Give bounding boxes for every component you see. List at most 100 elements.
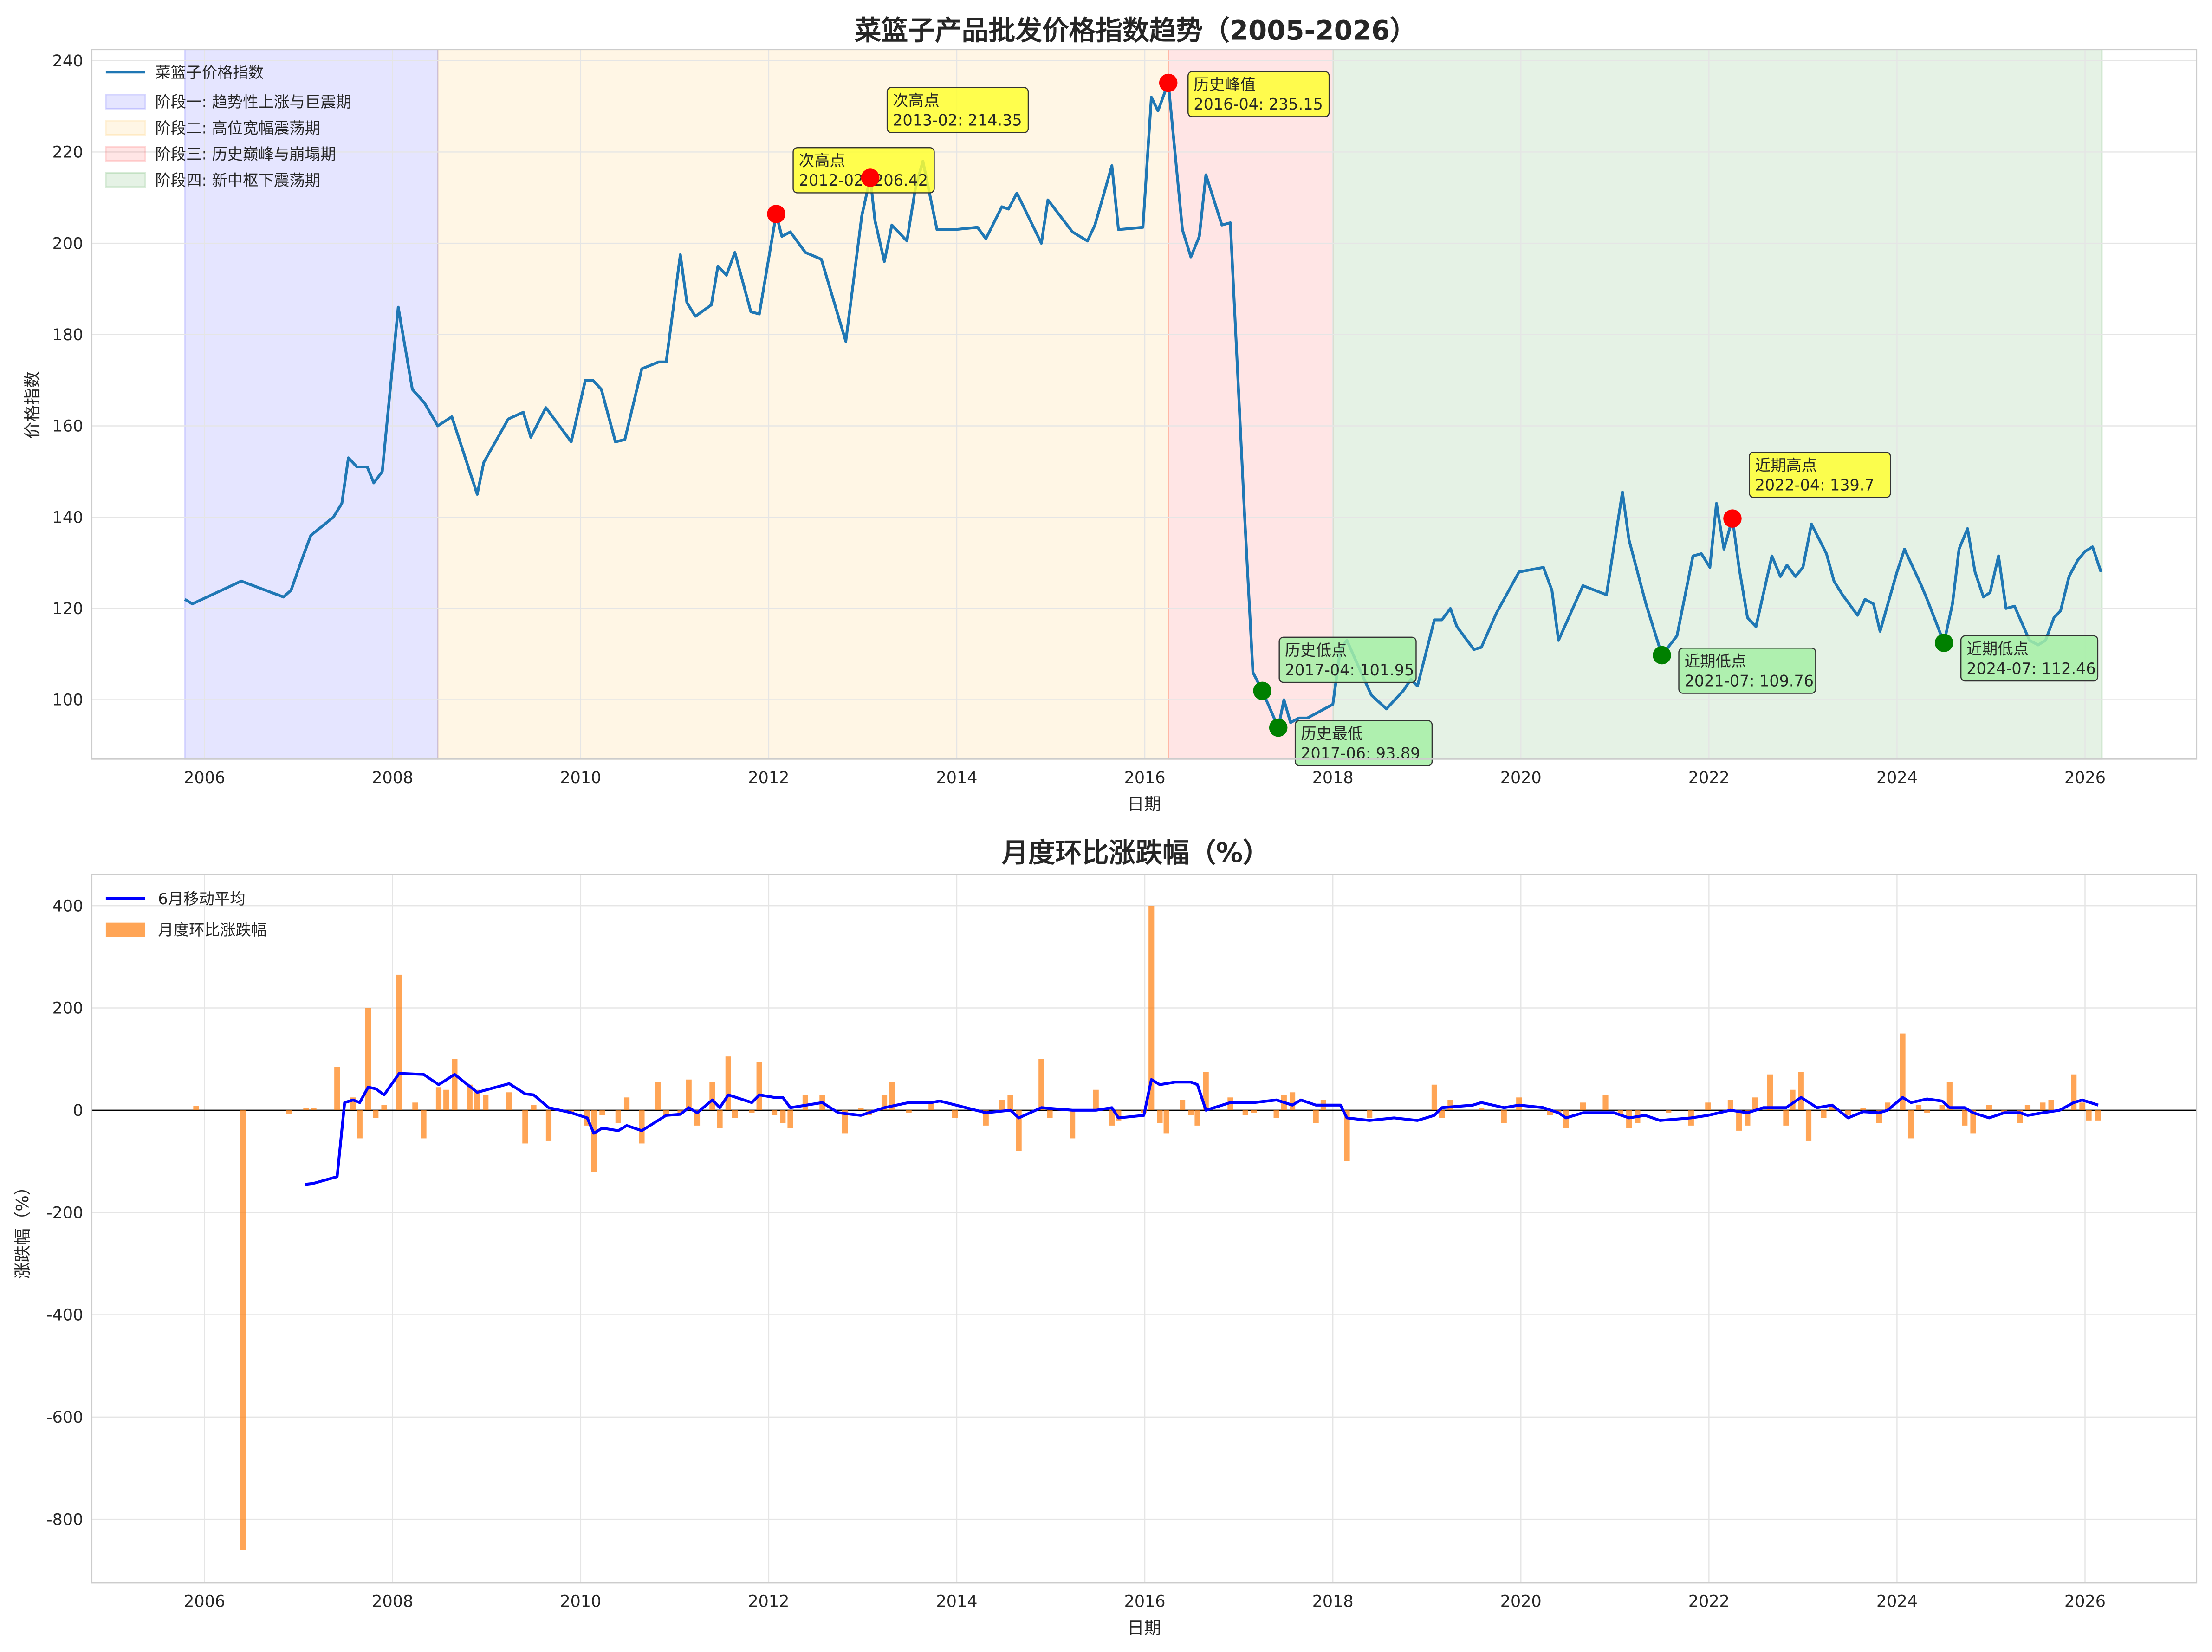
change-bar — [311, 1108, 317, 1110]
low-point-marker — [1269, 718, 1288, 737]
x-tick-label: 2018 — [1312, 1593, 1354, 1611]
change-bar — [1970, 1110, 1976, 1134]
change-bar — [842, 1110, 848, 1134]
change-bar — [483, 1095, 489, 1110]
change-bar — [1745, 1110, 1751, 1126]
stage-band — [184, 49, 439, 760]
annotation-label: 历史峰值 — [1194, 76, 1256, 94]
annotation-label: 历史最低 — [1301, 725, 1363, 743]
change-bar — [1547, 1110, 1553, 1115]
change-bar — [1915, 1105, 1922, 1110]
change-bar — [506, 1092, 512, 1110]
change-bar — [952, 1110, 958, 1118]
change-bar — [334, 1067, 340, 1110]
change-bar — [421, 1110, 427, 1139]
low-annotation-box — [1294, 720, 1433, 766]
y-tick-label: 100 — [52, 691, 84, 710]
change-bar — [1148, 906, 1155, 1110]
y-tick-label: 200 — [52, 999, 84, 1018]
annotation-label: 次高点 — [799, 152, 845, 170]
series-lines — [184, 81, 2102, 729]
change-bar — [1188, 1110, 1194, 1115]
change-bar — [2095, 1110, 2101, 1121]
change-bar — [1602, 1095, 1609, 1110]
change-bar — [686, 1079, 692, 1110]
change-bar — [858, 1108, 864, 1110]
high-point-marker — [1159, 73, 1178, 92]
legend-bar-swatch — [105, 922, 146, 937]
low-point-marker — [1653, 646, 1671, 665]
change-bar — [286, 1110, 292, 1114]
bars — [193, 906, 2101, 1550]
annotation-value: 2022-04: 139.7 — [1755, 476, 1875, 494]
legend-label: 阶段二: 高位宽幅震荡期 — [155, 119, 320, 137]
change-bar — [694, 1110, 701, 1126]
y-tick-label: 400 — [52, 897, 84, 915]
x-tick-label: 2016 — [1124, 769, 1166, 787]
change-bar — [1313, 1110, 1319, 1123]
low-annotation-box — [1278, 636, 1417, 683]
legend-label: 阶段三: 历史巅峰与崩塌期 — [155, 145, 336, 163]
high-annotation-box — [1187, 71, 1330, 117]
change-bar — [1203, 1072, 1209, 1110]
change-bar — [1962, 1110, 1968, 1126]
legend-label: 6月移动平均 — [158, 890, 245, 908]
axis-ticks: 2006 2008 2010 2012 2014 2016 2018 2020 2022 2024… — [52, 52, 2106, 787]
y-tick-label: -600 — [46, 1408, 83, 1427]
change-bar — [771, 1110, 778, 1115]
change-bar — [1016, 1110, 1022, 1151]
change-bar — [1821, 1110, 1827, 1118]
change-bar — [732, 1110, 738, 1118]
change-bar — [1829, 1105, 1835, 1110]
grid — [91, 49, 2197, 759]
change-bar — [1447, 1100, 1453, 1110]
y-tick-label: 220 — [52, 143, 84, 162]
legend-stage-swatch — [105, 94, 146, 110]
change-bar — [1431, 1084, 1437, 1110]
change-bar — [780, 1110, 786, 1123]
y-tick-label: -800 — [46, 1510, 83, 1529]
change-bar — [1752, 1097, 1758, 1110]
change-bar — [373, 1110, 379, 1118]
change-bar — [1767, 1074, 1773, 1110]
change-bar — [1860, 1108, 1866, 1110]
change-bar — [1180, 1100, 1186, 1110]
change-bar — [1501, 1110, 1507, 1123]
y-tick-label: 180 — [52, 326, 84, 344]
change-bar — [2040, 1102, 2046, 1110]
moving-average-line — [305, 1072, 2099, 1186]
change-bar — [787, 1110, 793, 1128]
annotation-label: 近期低点 — [1685, 652, 1747, 670]
change-bar — [1617, 1110, 1624, 1115]
legend-stage-swatch — [105, 172, 146, 188]
x-tick-label: 2020 — [1500, 1593, 1542, 1611]
high-annotation-box — [886, 87, 1029, 133]
high-point-marker — [861, 168, 880, 187]
change-bar — [1790, 1089, 1796, 1110]
legend-label: 阶段一: 趋势性上涨与巨震期 — [155, 93, 351, 111]
change-bar — [2086, 1110, 2092, 1121]
change-bar — [443, 1089, 449, 1110]
annotation-value: 2017-04: 101.95 — [1285, 661, 1414, 679]
change-bar — [1242, 1110, 1248, 1115]
change-bar — [240, 1110, 246, 1550]
change-bar — [1783, 1110, 1789, 1126]
change-bar — [1344, 1110, 1350, 1161]
change-bar — [193, 1106, 199, 1110]
change-bar — [1666, 1110, 1672, 1113]
x-tick-label: 2006 — [184, 769, 225, 787]
change-bar — [1289, 1092, 1296, 1110]
change-bar — [357, 1110, 363, 1139]
change-bar — [1038, 1059, 1044, 1110]
change-bar — [717, 1110, 723, 1128]
change-bar — [889, 1082, 895, 1110]
x-tick-label: 2026 — [2064, 1593, 2106, 1611]
change-bar — [531, 1105, 537, 1110]
chart-title: 菜篮子产品批发价格指数趋势（2005-2026） — [855, 14, 1417, 46]
annotation-label: 近期低点 — [1966, 640, 2029, 658]
x-tick-label: 2024 — [1876, 769, 1918, 787]
change-bar — [1109, 1110, 1115, 1126]
